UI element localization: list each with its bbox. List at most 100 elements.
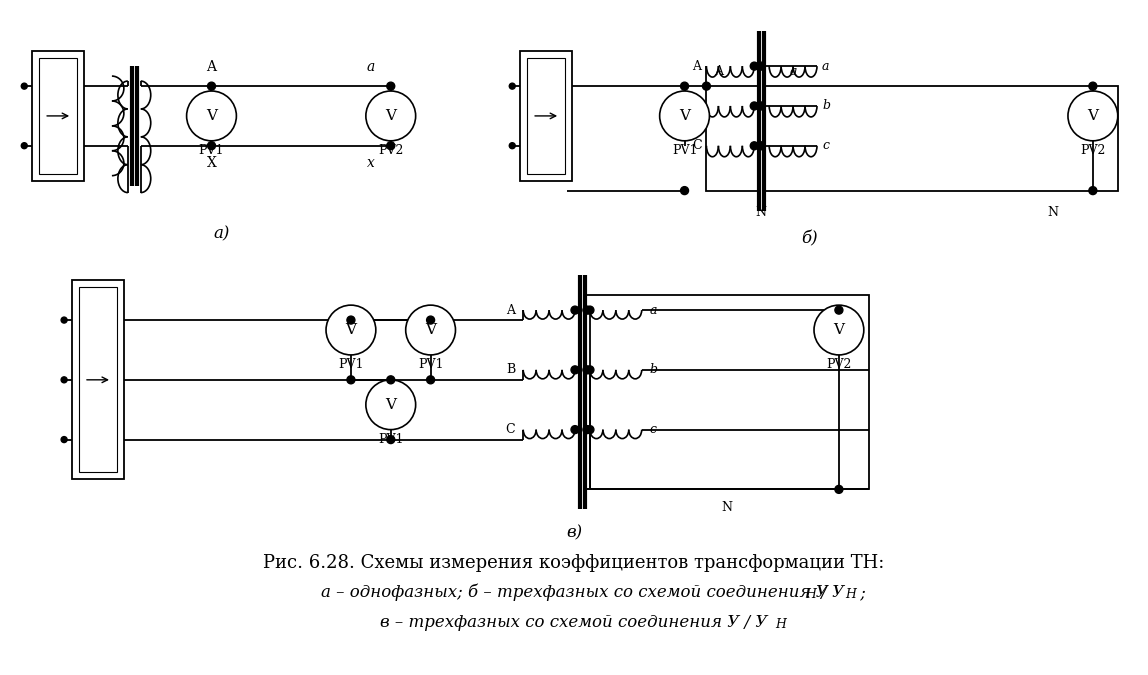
Text: V: V (680, 109, 690, 123)
Bar (79, 287, 117, 472)
Circle shape (1088, 186, 1096, 194)
Text: PV1: PV1 (378, 433, 403, 446)
Text: A: A (207, 60, 217, 74)
Bar (706, 86, 759, 190)
Bar (585, 295, 869, 489)
Text: C: C (505, 423, 515, 436)
Circle shape (387, 142, 395, 150)
Circle shape (510, 142, 515, 148)
Text: b: b (822, 99, 830, 113)
Circle shape (583, 306, 591, 314)
Text: a: a (650, 304, 657, 317)
Text: V: V (425, 323, 436, 337)
Text: A: A (692, 59, 701, 73)
Text: Рис. 6.28. Схемы измерения коэффициентов трансформации ТН:: Рис. 6.28. Схемы измерения коэффициентов… (263, 554, 885, 572)
Text: A: A (714, 65, 723, 78)
Circle shape (61, 437, 67, 443)
Text: b: b (650, 363, 658, 377)
Text: V: V (833, 323, 845, 337)
Text: c: c (650, 423, 657, 436)
Circle shape (22, 83, 28, 89)
Circle shape (703, 82, 711, 90)
Text: PV1: PV1 (418, 358, 443, 371)
Text: X: X (207, 156, 217, 169)
Circle shape (387, 82, 395, 90)
Circle shape (208, 142, 216, 150)
Bar (39, 58, 77, 173)
Circle shape (571, 306, 579, 314)
Text: A: A (506, 304, 515, 317)
Text: PV1: PV1 (672, 144, 697, 157)
Circle shape (583, 366, 591, 374)
Circle shape (751, 102, 758, 110)
Circle shape (583, 426, 591, 433)
Text: a: a (790, 65, 797, 78)
Circle shape (366, 380, 416, 429)
Circle shape (366, 91, 416, 141)
Text: x: x (367, 156, 374, 169)
Text: c: c (822, 139, 829, 153)
Circle shape (405, 305, 456, 355)
Text: B: B (506, 363, 515, 377)
Circle shape (758, 142, 766, 150)
Bar (72, 280, 124, 479)
Text: в – трехфазных со схемой соединения У / У: в – трехфазных со схемой соединения У / … (380, 614, 768, 631)
Circle shape (585, 426, 594, 433)
Text: PV2: PV2 (827, 358, 852, 371)
Text: V: V (386, 109, 396, 123)
Text: ;: ; (855, 584, 866, 601)
Circle shape (758, 62, 766, 70)
Circle shape (22, 142, 28, 148)
Text: PV2: PV2 (378, 144, 403, 157)
Circle shape (571, 426, 579, 433)
Circle shape (187, 91, 236, 141)
Text: N: N (755, 206, 767, 219)
Circle shape (1068, 91, 1118, 141)
Text: N: N (1047, 206, 1058, 219)
Text: а): а) (214, 225, 230, 242)
Circle shape (751, 142, 758, 150)
Text: C: C (692, 139, 701, 153)
Circle shape (681, 186, 689, 194)
Text: V: V (1087, 109, 1099, 123)
Text: PV1: PV1 (199, 144, 224, 157)
Circle shape (347, 376, 355, 384)
Circle shape (751, 62, 758, 70)
Text: / У: / У (816, 584, 844, 601)
Circle shape (835, 306, 843, 314)
Text: Н: Н (845, 588, 855, 601)
Text: б): б) (800, 230, 817, 248)
Circle shape (510, 83, 515, 89)
Circle shape (835, 485, 843, 493)
Text: а – однофазных; б – трехфазных со схемой соединения У: а – однофазных; б – трехфазных со схемой… (320, 584, 828, 601)
Text: B: B (692, 99, 701, 113)
Bar (32, 51, 84, 181)
Text: N: N (721, 502, 732, 514)
Text: a: a (366, 60, 375, 74)
Bar (520, 51, 572, 181)
Circle shape (326, 305, 375, 355)
Text: V: V (386, 398, 396, 412)
Circle shape (387, 376, 395, 384)
Circle shape (1088, 82, 1096, 90)
Circle shape (814, 305, 863, 355)
Circle shape (61, 317, 67, 323)
Circle shape (681, 82, 689, 90)
Circle shape (427, 376, 435, 384)
Text: V: V (346, 323, 356, 337)
Text: в): в) (566, 524, 582, 541)
Circle shape (571, 366, 579, 374)
Text: PV1: PV1 (339, 358, 364, 371)
Circle shape (427, 316, 435, 324)
Circle shape (387, 435, 395, 443)
Text: a: a (822, 59, 830, 73)
Circle shape (585, 366, 594, 374)
Text: Н: Н (805, 588, 816, 601)
Text: V: V (205, 109, 217, 123)
Circle shape (208, 82, 216, 90)
Text: PV2: PV2 (1080, 144, 1106, 157)
Circle shape (347, 316, 355, 324)
Text: Н: Н (775, 618, 786, 631)
Bar (765, 86, 1118, 190)
Bar (527, 58, 565, 173)
